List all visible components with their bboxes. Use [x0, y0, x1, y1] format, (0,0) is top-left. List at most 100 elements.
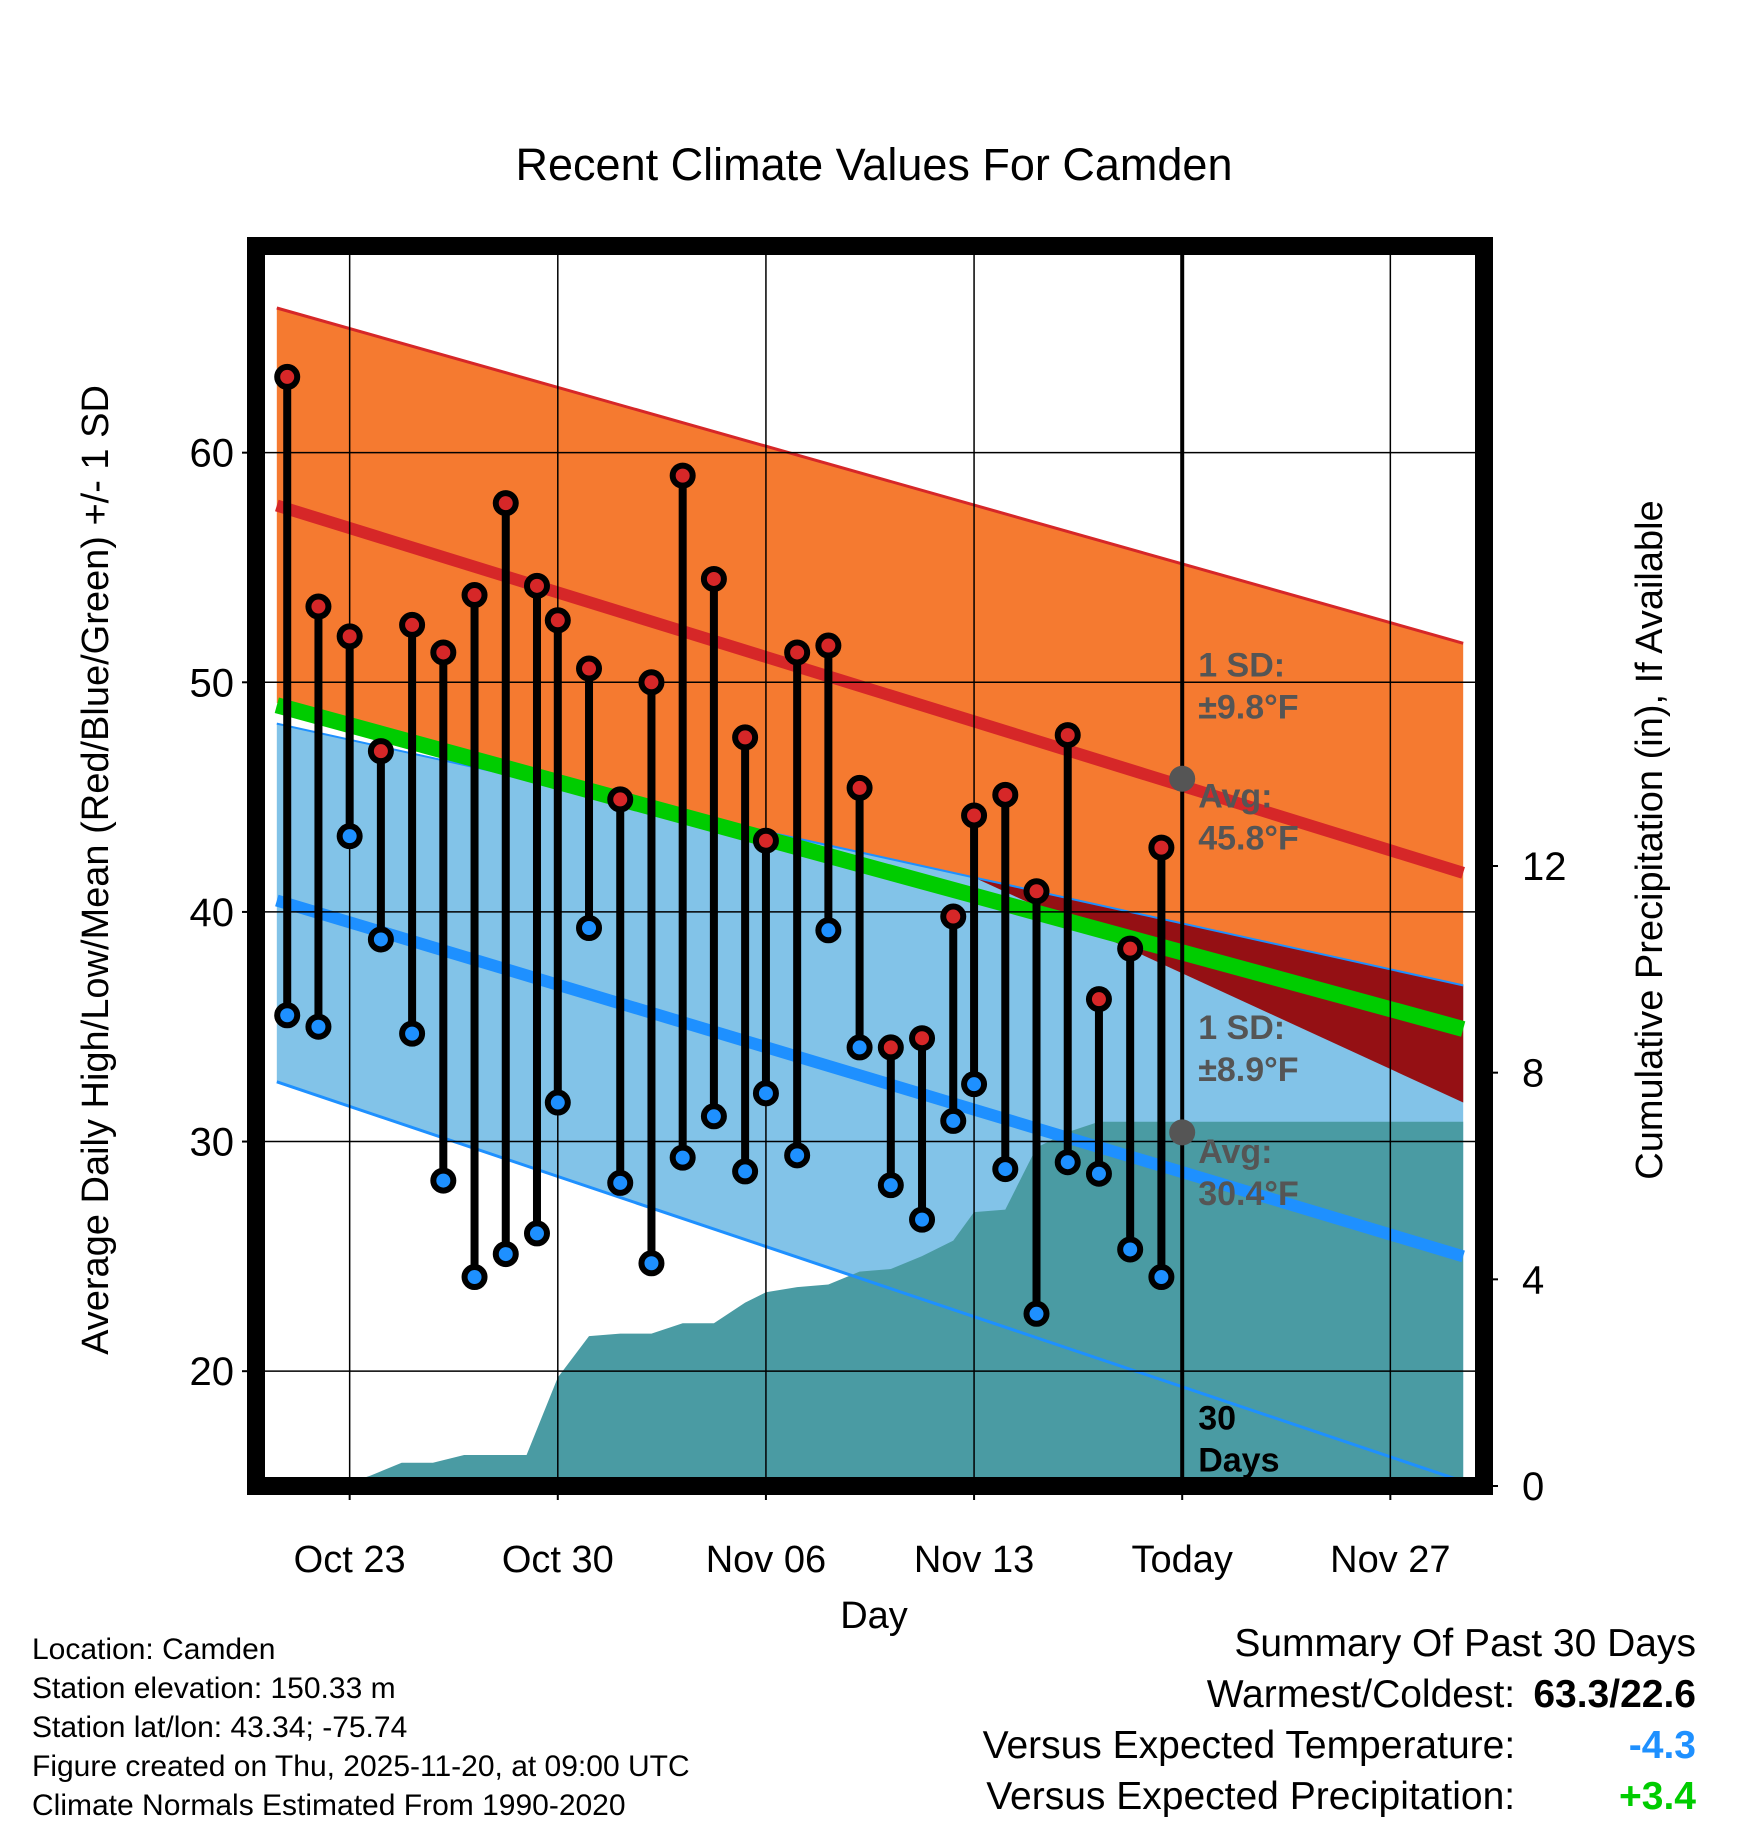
low-point — [544, 1089, 571, 1116]
high-point — [336, 623, 363, 650]
plot-area — [256, 246, 1484, 1486]
overlap-band — [974, 877, 1464, 1103]
high-point — [1117, 935, 1144, 962]
normals-note: Climate Normals Estimated From 1990-2020 — [32, 1789, 626, 1822]
precip-area — [276, 1121, 1464, 1486]
low-point — [576, 915, 603, 941]
warm-cold-label: Warmest/Coldest: — [1206, 1673, 1516, 1716]
annotation-line2: 30.4°F — [1198, 1175, 1299, 1213]
high-point — [461, 582, 488, 609]
today-low-avg-marker — [1169, 1119, 1196, 1146]
high-point — [430, 639, 457, 666]
station-elevation: Station elevation: 150.33 m — [32, 1672, 396, 1705]
station-latlon: Station lat/lon: 43.34; -75.74 — [32, 1711, 408, 1744]
annotation-line1: Avg: — [1198, 777, 1272, 815]
low-point — [1117, 1236, 1144, 1263]
low-point — [523, 1220, 550, 1247]
low-point — [877, 1172, 904, 1199]
low-point — [1148, 1264, 1175, 1291]
y-tick-label: 30 — [190, 1121, 235, 1165]
low-point — [700, 1103, 727, 1130]
high-point — [877, 1034, 904, 1061]
low-point — [336, 823, 363, 850]
high-point — [784, 639, 811, 666]
x-tick-label: Nov 27 — [1330, 1539, 1450, 1581]
annotation-line2: Days — [1198, 1442, 1279, 1480]
low-point — [752, 1080, 779, 1107]
y-axis-label: Average Daily High/Low/Mean (Red/Blue/Gr… — [75, 385, 117, 1355]
precip-anomaly-value: +3.4 — [1619, 1775, 1696, 1818]
x-axis-label: Day — [840, 1595, 908, 1637]
y2-tick-label: 4 — [1522, 1258, 1544, 1302]
high-point — [576, 655, 603, 682]
annotation-line2: 45.8°F — [1198, 819, 1299, 857]
figure-created: Figure created on Thu, 2025-11-20, at 09… — [32, 1750, 690, 1783]
y2-tick-label: 12 — [1522, 845, 1567, 889]
chart-title: Recent Climate Values For Camden — [516, 139, 1233, 190]
low-point — [1023, 1300, 1050, 1327]
summary-heading: Summary Of Past 30 Days — [1234, 1622, 1696, 1665]
low-point — [909, 1206, 936, 1233]
high-point — [544, 607, 571, 634]
low-point — [305, 1013, 332, 1040]
low-point — [1085, 1160, 1112, 1187]
low-point — [732, 1158, 759, 1185]
x-tick-label: Oct 23 — [294, 1539, 406, 1581]
low-point — [430, 1167, 457, 1194]
low-point — [461, 1264, 488, 1291]
y-tick-label: 20 — [190, 1350, 235, 1394]
x-tick-label: Oct 30 — [502, 1539, 614, 1581]
high-point — [940, 903, 967, 930]
high-point — [992, 781, 1019, 808]
annotation-line1: 1 SD: — [1198, 646, 1285, 684]
summary-precip: Versus Expected Precipitation: +3.4 — [986, 1775, 1696, 1819]
high-point — [732, 724, 759, 751]
high-point — [669, 462, 696, 489]
temp-anomaly-value: -4.3 — [1628, 1724, 1696, 1767]
annotation-line1: Avg: — [1198, 1133, 1272, 1171]
today-high-avg-marker — [1169, 765, 1196, 792]
summary-temp: Versus Expected Temperature: -4.3 — [983, 1724, 1696, 1768]
high-point — [846, 774, 873, 801]
annotation-line2: ±9.8°F — [1198, 688, 1298, 726]
high-point — [638, 669, 665, 696]
temp-label: Versus Expected Temperature: — [982, 1724, 1516, 1767]
y2-tick-label: 0 — [1522, 1465, 1544, 1509]
y2-axis-label: Cumulative Precipitation (in), If Availa… — [1629, 500, 1671, 1179]
high-point — [492, 490, 519, 517]
high-sd-band — [276, 308, 1464, 1103]
high-point — [909, 1025, 936, 1052]
low-point — [638, 1250, 665, 1277]
precip-label: Versus Expected Precipitation: — [986, 1775, 1516, 1818]
high-point — [274, 363, 301, 390]
y-tick-label: 50 — [190, 661, 235, 705]
y2-tick-label: 8 — [1522, 1052, 1544, 1096]
high-point — [961, 802, 988, 829]
high-point — [1054, 722, 1081, 749]
annotation-line1: 30 — [1198, 1400, 1236, 1438]
low-point — [492, 1241, 519, 1268]
low-point — [1054, 1149, 1081, 1176]
high-point — [367, 738, 394, 765]
high-point — [1085, 986, 1112, 1013]
y-tick-label: 60 — [190, 432, 235, 476]
low-point — [399, 1020, 426, 1047]
low-point — [940, 1107, 967, 1134]
low-point — [961, 1071, 988, 1098]
low-point — [367, 926, 394, 953]
low-point — [992, 1156, 1019, 1183]
high-point — [399, 611, 426, 638]
x-tick-label: Today — [1132, 1539, 1233, 1581]
high-point — [523, 572, 550, 599]
low-point — [274, 1002, 301, 1029]
x-tick-label: Nov 13 — [914, 1539, 1034, 1581]
low-point — [846, 1034, 873, 1061]
high-point — [700, 565, 727, 592]
high-point — [305, 593, 332, 620]
high-point — [752, 827, 779, 854]
low-point — [607, 1169, 634, 1196]
low-point — [815, 917, 842, 944]
annotation-line2: ±8.9°F — [1198, 1051, 1298, 1089]
y-tick-label: 40 — [190, 891, 235, 935]
